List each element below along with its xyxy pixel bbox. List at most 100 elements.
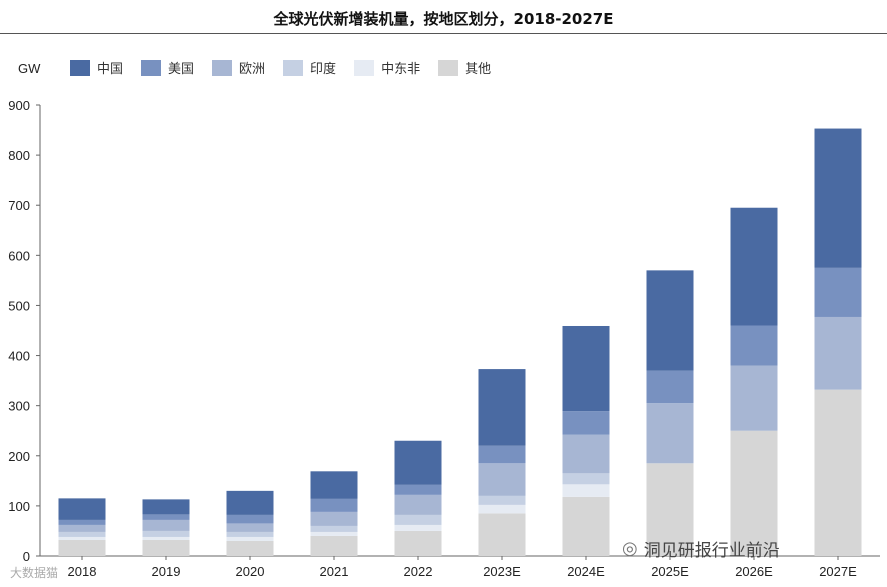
bar-segment bbox=[730, 365, 778, 431]
bar-segment bbox=[646, 370, 694, 404]
title-divider bbox=[0, 33, 887, 34]
footer-left-watermark: 大数据猫 bbox=[10, 566, 59, 580]
legend-label: 中东非 bbox=[381, 62, 421, 77]
legend-item: 中东非 bbox=[354, 58, 420, 77]
bar-segment bbox=[562, 484, 610, 497]
legend: 中国 美国 欧洲 印度 中东非 其他 bbox=[70, 58, 491, 77]
bar-segment bbox=[730, 430, 778, 556]
bar-segment bbox=[394, 440, 442, 485]
bar-segment bbox=[226, 540, 274, 556]
x-tick-label: 2018 bbox=[68, 564, 97, 579]
bar-segment bbox=[562, 473, 610, 485]
bar-segment bbox=[142, 530, 190, 537]
bar-segment bbox=[58, 531, 106, 537]
bar-segment bbox=[478, 495, 526, 505]
legend-item: 美国 bbox=[141, 58, 194, 77]
bar-segment bbox=[394, 524, 442, 531]
bar-segment bbox=[394, 530, 442, 556]
footer-watermark-tag: ◎ 洞见研报行业前沿 bbox=[622, 536, 780, 561]
bar-segment bbox=[646, 403, 694, 464]
y-tick-label: 400 bbox=[8, 349, 30, 364]
bar-segment bbox=[310, 471, 358, 499]
legend-item: 其他 bbox=[438, 58, 491, 77]
bar-segment bbox=[814, 267, 862, 317]
bar-segment bbox=[310, 511, 358, 526]
bar-segment bbox=[730, 207, 778, 326]
bar-segment bbox=[226, 514, 274, 524]
legend-item: 印度 bbox=[283, 58, 336, 77]
bar-segment bbox=[58, 539, 106, 556]
bar-segment bbox=[394, 484, 442, 495]
x-tick-label: 2023E bbox=[483, 564, 521, 579]
wechat-icon: ◎ bbox=[622, 538, 638, 559]
footer-tag-text: 洞见研报行业前沿 bbox=[643, 541, 780, 561]
legend-label: 印度 bbox=[310, 62, 337, 77]
x-tick-label: 2019 bbox=[152, 564, 181, 579]
x-tick-label: 2021 bbox=[320, 564, 349, 579]
bar-segment bbox=[562, 325, 610, 412]
x-tick-label: 2025E bbox=[651, 564, 689, 579]
bar-segment bbox=[226, 531, 274, 537]
bar-segment bbox=[478, 369, 526, 446]
bar-segment bbox=[478, 445, 526, 464]
bar-segment bbox=[58, 536, 106, 540]
bar-segment bbox=[142, 519, 190, 531]
bar-segment bbox=[562, 434, 610, 474]
bar-segment bbox=[142, 499, 190, 515]
legend-swatch bbox=[354, 59, 375, 76]
bar-segment bbox=[814, 389, 862, 556]
legend-swatch bbox=[212, 59, 233, 76]
bar-segment bbox=[310, 498, 358, 512]
bar-segment bbox=[142, 514, 190, 520]
bar-segment bbox=[562, 496, 610, 556]
x-tick-label: 2024E bbox=[567, 564, 605, 579]
legend-item: 欧洲 bbox=[212, 58, 265, 77]
bar-segment bbox=[58, 524, 106, 532]
chart-title: 全球光伏新增装机量，按地区划分，2018-2027E bbox=[273, 10, 614, 28]
bar-segment bbox=[58, 498, 106, 520]
legend-swatch bbox=[283, 59, 304, 76]
legend-swatch bbox=[70, 59, 90, 76]
y-axis-unit-label: GW bbox=[18, 61, 41, 76]
bar-segment bbox=[646, 270, 694, 371]
bar-segment bbox=[142, 536, 190, 540]
bar-segment bbox=[58, 519, 106, 525]
legend-item: 中国 bbox=[70, 58, 123, 77]
bar-segment bbox=[646, 463, 694, 556]
legend-label: 美国 bbox=[168, 62, 195, 77]
y-tick-label: 900 bbox=[8, 98, 30, 113]
bar-segment bbox=[562, 411, 610, 435]
x-tick-label: 2026E bbox=[735, 564, 773, 579]
legend-swatch bbox=[141, 59, 162, 76]
legend-swatch bbox=[438, 59, 459, 76]
bar-segment bbox=[226, 536, 274, 541]
y-tick-label: 200 bbox=[8, 449, 30, 464]
y-tick-label: 800 bbox=[8, 148, 30, 163]
bar-segment bbox=[310, 535, 358, 556]
bar-segment bbox=[142, 539, 190, 556]
x-tick-label: 2022 bbox=[404, 564, 433, 579]
x-tick-label: 2027E bbox=[819, 564, 857, 579]
legend-label: 其他 bbox=[465, 62, 492, 77]
bar-segment bbox=[814, 316, 862, 390]
bar-segment bbox=[814, 128, 862, 268]
bar-segment bbox=[478, 463, 526, 496]
bar-segment bbox=[394, 494, 442, 515]
y-tick-label: 700 bbox=[8, 198, 30, 213]
y-tick-label: 600 bbox=[8, 248, 30, 263]
bar-segment bbox=[226, 490, 274, 515]
y-tick-label: 300 bbox=[8, 399, 30, 414]
y-tick-label: 0 bbox=[23, 549, 30, 564]
y-tick-label: 100 bbox=[8, 499, 30, 514]
bar-segment bbox=[310, 531, 358, 536]
bar-segment bbox=[478, 513, 526, 556]
legend-label: 欧洲 bbox=[239, 62, 266, 77]
bar-segment bbox=[478, 504, 526, 514]
bar-segment bbox=[310, 525, 358, 532]
bar-segment bbox=[226, 523, 274, 532]
bar-segment bbox=[730, 325, 778, 366]
bar-segment bbox=[394, 514, 442, 525]
legend-label: 中国 bbox=[97, 62, 124, 77]
